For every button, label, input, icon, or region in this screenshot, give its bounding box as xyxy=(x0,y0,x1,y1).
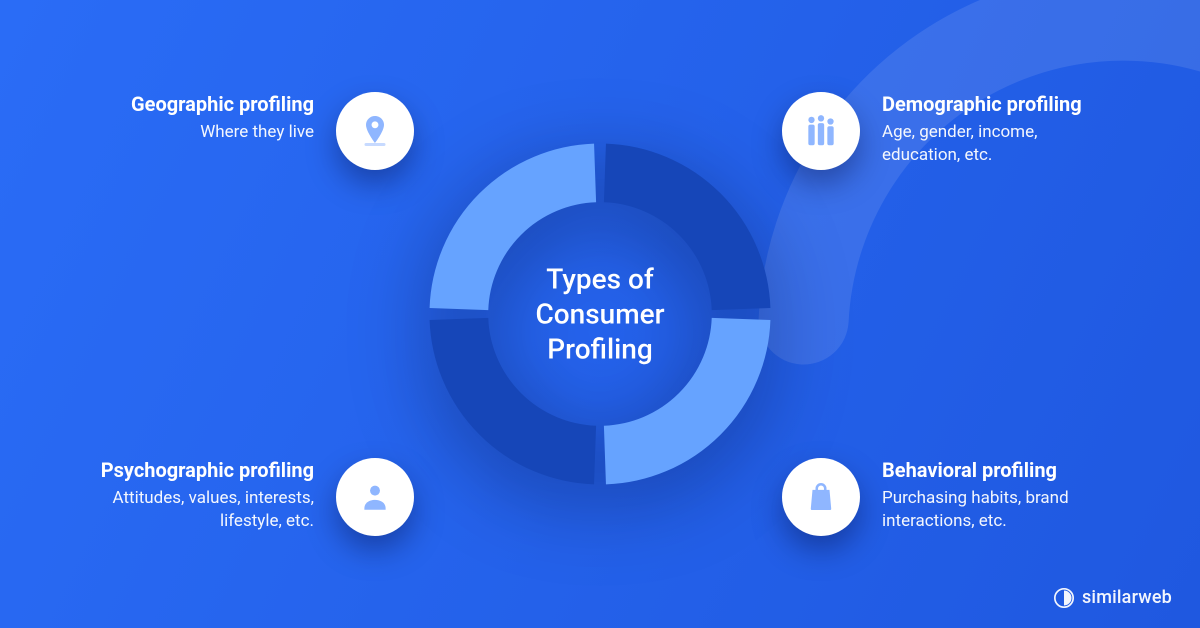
center-title-line: Types of xyxy=(490,262,710,297)
item-title: Geographic profiling xyxy=(131,92,314,117)
brand-mark-icon xyxy=(1054,588,1074,608)
map-pin-icon xyxy=(336,92,414,170)
item-title: Demographic profiling xyxy=(882,92,1112,117)
item-desc: Purchasing habits, brand interactions, e… xyxy=(882,487,1112,533)
item-behavioral: Behavioral profiling Purchasing habits, … xyxy=(782,458,1112,536)
brand-logo: similarweb xyxy=(1054,587,1172,608)
brand-text: similarweb xyxy=(1082,587,1172,608)
people-bars-icon xyxy=(782,92,860,170)
item-psychographic: Psychographic profiling Attitudes, value… xyxy=(84,458,414,536)
item-desc: Attitudes, values, interests, lifestyle,… xyxy=(84,487,314,533)
item-demographic: Demographic profiling Age, gender, incom… xyxy=(782,92,1112,170)
center-title-line: Consumer xyxy=(490,297,710,332)
item-desc: Age, gender, income, education, etc. xyxy=(882,121,1112,167)
shopping-bag-icon xyxy=(782,458,860,536)
infographic-stage: Types of Consumer Profiling Geographic p… xyxy=(0,0,1200,628)
item-title: Behavioral profiling xyxy=(882,458,1112,483)
center-title-line: Profiling xyxy=(490,332,710,367)
item-title: Psychographic profiling xyxy=(84,458,314,483)
item-desc: Where they live xyxy=(131,121,314,144)
person-icon xyxy=(336,458,414,536)
center-title: Types of Consumer Profiling xyxy=(490,262,710,367)
item-geographic: Geographic profiling Where they live xyxy=(131,92,414,170)
